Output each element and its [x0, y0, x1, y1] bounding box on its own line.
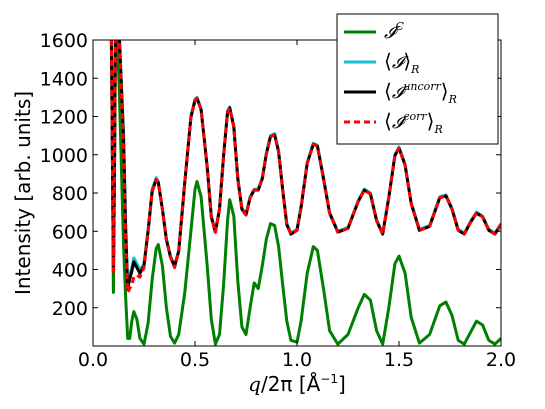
y-tick-label-7: 1600	[40, 30, 88, 52]
x-axis-label-close: ]	[338, 372, 346, 396]
x-axis-label: q/2π [Å−1]	[248, 372, 346, 396]
legend-box	[336, 13, 499, 145]
x-axis-label-var: q	[248, 372, 261, 396]
y-tick-label-5: 1200	[40, 107, 88, 129]
x-tick-label-4: 2.0	[486, 349, 516, 371]
ticks-layer: 0.0 0.5 1.0 1.5 2.0 200 400 600 800 1000 1200 1400 1…	[40, 30, 516, 371]
x-tick-label-3: 1.5	[384, 349, 414, 371]
x-tick-label-1: 0.5	[180, 349, 210, 371]
legend-label-1: ⟨𝓘⟩R	[384, 49, 419, 76]
y-tick-label-3: 800	[52, 183, 88, 205]
x-axis-label-sup: −1	[320, 372, 338, 386]
y-tick-label-1: 400	[52, 260, 88, 282]
y-axis-label: Intensity [arb. units]	[11, 91, 35, 295]
y-tick-label-2: 600	[52, 221, 88, 243]
x-tick-label-2: 1.0	[282, 349, 312, 371]
y-tick-label-6: 1400	[40, 68, 88, 90]
legend: 𝓘C⟨𝓘⟩R⟨𝓘uncorr⟩R⟨𝓘corr⟩R	[336, 13, 499, 145]
y-tick-label-0: 200	[52, 298, 88, 320]
series-line-0	[109, 40, 501, 346]
x-axis-label-rest: /2π [Å	[261, 372, 321, 396]
series-layer	[109, 40, 501, 346]
legend-entries: 𝓘C⟨𝓘⟩R⟨𝓘uncorr⟩R⟨𝓘corr⟩R	[344, 20, 457, 136]
y-tick-label-4: 1000	[40, 145, 88, 167]
series-line-3	[109, 40, 501, 294]
x-tick-label-0: 0.0	[78, 349, 108, 371]
